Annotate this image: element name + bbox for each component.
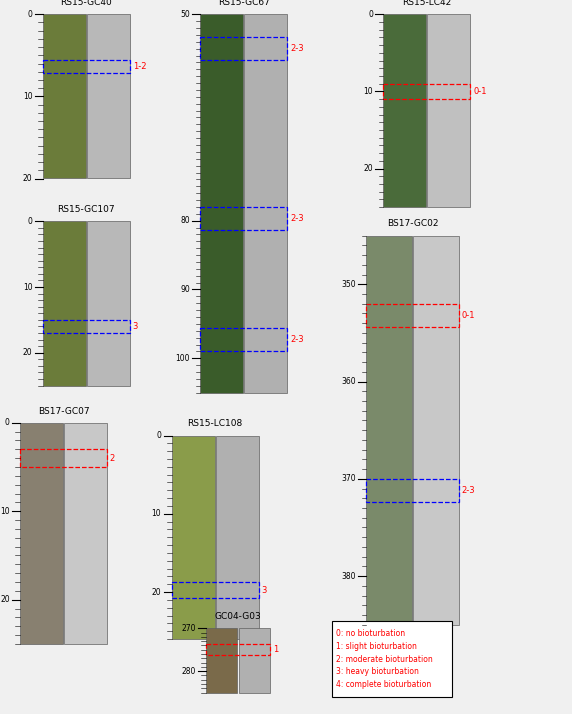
- Text: 280: 280: [181, 667, 196, 675]
- Text: 90: 90: [180, 285, 190, 294]
- Text: 2: 2: [110, 453, 115, 463]
- Text: 2-3: 2-3: [290, 44, 304, 53]
- Text: 270: 270: [181, 624, 196, 633]
- Bar: [43, 221, 86, 386]
- Text: 2-3: 2-3: [290, 214, 304, 223]
- Text: 350: 350: [341, 280, 356, 288]
- Text: 0-1: 0-1: [462, 311, 475, 320]
- Bar: [200, 14, 243, 393]
- Text: 3: 3: [133, 322, 138, 331]
- Text: 2-3: 2-3: [462, 486, 475, 495]
- Text: 50: 50: [180, 10, 190, 19]
- Text: RS15-LC42: RS15-LC42: [402, 0, 451, 7]
- Text: 1: 1: [273, 645, 278, 654]
- Bar: [239, 628, 270, 693]
- Text: 0: 0: [27, 217, 33, 226]
- Text: 10: 10: [23, 92, 33, 101]
- Text: RS15-GC107: RS15-GC107: [58, 205, 115, 214]
- Bar: [200, 207, 287, 230]
- Text: RS15-GC67: RS15-GC67: [218, 0, 269, 7]
- Text: BS17-GC02: BS17-GC02: [387, 219, 438, 228]
- Bar: [216, 436, 259, 639]
- Bar: [172, 436, 214, 639]
- Bar: [244, 14, 287, 393]
- Bar: [200, 328, 287, 351]
- Text: 0: 0: [368, 10, 373, 19]
- Text: 10: 10: [0, 507, 10, 516]
- Bar: [87, 221, 130, 386]
- Bar: [366, 236, 412, 625]
- Text: 20: 20: [363, 164, 373, 173]
- Bar: [413, 236, 459, 625]
- Bar: [64, 423, 107, 644]
- Bar: [206, 644, 270, 655]
- Text: 10: 10: [152, 509, 161, 518]
- Text: 0: 0: [5, 418, 10, 427]
- Bar: [20, 423, 63, 644]
- Text: 4: complete bioturbation: 4: complete bioturbation: [336, 680, 432, 689]
- Text: RS15-LC108: RS15-LC108: [188, 419, 243, 428]
- Text: 10: 10: [23, 283, 33, 291]
- Text: 10: 10: [363, 87, 373, 96]
- Text: 2-3: 2-3: [290, 335, 304, 344]
- Text: 2: moderate bioturbation: 2: moderate bioturbation: [336, 655, 433, 663]
- Bar: [43, 60, 130, 74]
- Bar: [87, 14, 130, 178]
- Text: 100: 100: [176, 354, 190, 363]
- Bar: [366, 479, 459, 502]
- Bar: [366, 303, 459, 327]
- Text: 1: slight bioturbation: 1: slight bioturbation: [336, 642, 417, 650]
- Bar: [206, 628, 237, 693]
- Text: 3: heavy bioturbation: 3: heavy bioturbation: [336, 668, 419, 676]
- Text: 20: 20: [152, 588, 161, 597]
- Text: 1-2: 1-2: [133, 62, 146, 71]
- Text: 0-1: 0-1: [473, 87, 487, 96]
- Bar: [43, 320, 130, 333]
- Text: 80: 80: [180, 216, 190, 225]
- Text: 380: 380: [341, 572, 356, 580]
- Bar: [383, 84, 470, 99]
- Text: 20: 20: [23, 348, 33, 357]
- Text: 0: no bioturbation: 0: no bioturbation: [336, 629, 406, 638]
- Bar: [383, 14, 426, 207]
- Bar: [43, 14, 86, 178]
- Text: 360: 360: [341, 377, 356, 386]
- Text: GC04-G03: GC04-G03: [214, 612, 261, 621]
- Text: 20: 20: [23, 174, 33, 183]
- Text: BS17-GC07: BS17-GC07: [38, 406, 89, 416]
- Bar: [172, 582, 259, 598]
- Text: 20: 20: [0, 595, 10, 604]
- Bar: [427, 14, 470, 207]
- Bar: [200, 37, 287, 60]
- Text: RS15-GC40: RS15-GC40: [61, 0, 112, 7]
- Text: 0: 0: [156, 431, 161, 440]
- Bar: [332, 621, 452, 697]
- Bar: [20, 449, 107, 467]
- Text: 0: 0: [27, 10, 33, 19]
- Text: 3: 3: [261, 585, 267, 595]
- Text: 370: 370: [341, 474, 356, 483]
